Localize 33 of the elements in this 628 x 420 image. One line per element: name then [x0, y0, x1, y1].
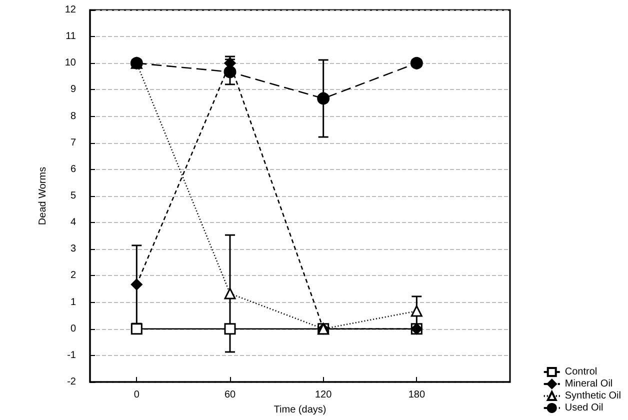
y-tick-label: 9: [70, 84, 76, 96]
point: [410, 56, 423, 70]
y-tick-label: 8: [70, 110, 76, 122]
y-tick-label: 5: [70, 190, 76, 202]
legend-label: Control: [564, 366, 598, 378]
point: [317, 92, 330, 105]
legend-label: Mineral Oil: [564, 378, 613, 390]
y-tick-label: 7: [70, 137, 76, 148]
y-tick-label: 11: [66, 31, 76, 42]
y-tick-label: 4: [70, 217, 76, 228]
y-tick-label: 2: [70, 270, 76, 282]
y-tick-label: 1: [70, 296, 76, 308]
x-tick-label: 60: [224, 390, 236, 400]
point: [224, 66, 236, 78]
point: [224, 323, 236, 335]
point: [410, 305, 422, 317]
y-tick-label: 6: [70, 164, 76, 175]
x-tick-label: 0: [134, 390, 140, 400]
legend-label: Used Oil: [564, 402, 604, 414]
x-tick-label: 120: [314, 390, 332, 400]
x-axis-title: Time (days): [274, 404, 326, 416]
point: [130, 278, 142, 290]
point: [130, 323, 142, 335]
point: [224, 288, 236, 300]
y-tick-label: 3: [70, 244, 76, 255]
y-tick-label: -2: [67, 376, 76, 388]
legend-label: Synthetic Oil: [564, 390, 622, 402]
y-tick-label: -1: [67, 350, 76, 361]
y-tick-label: 10: [64, 58, 76, 69]
y-tick-label: 12: [64, 4, 76, 16]
x-tick-label: 180: [408, 390, 426, 400]
y-axis-title: Dead Worms: [38, 166, 48, 226]
y-tick-label: 0: [70, 323, 76, 334]
